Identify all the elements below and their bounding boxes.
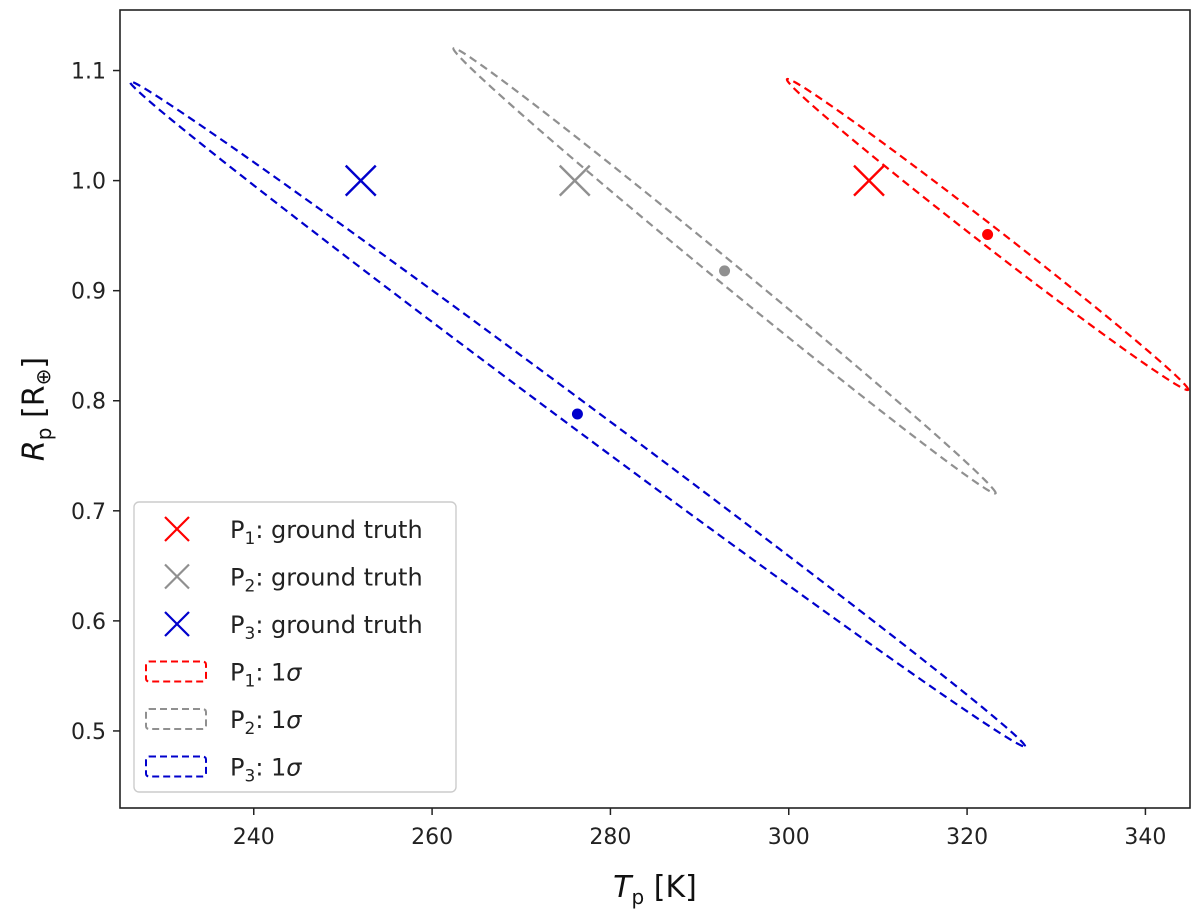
y-tick-label: 1.0: [71, 170, 106, 195]
x-tick-label: 300: [768, 825, 810, 850]
legend-label-text: : 1: [255, 754, 286, 782]
x-tick-label: 280: [589, 825, 631, 850]
axes: 240 260 280 300 320 340 0.5 0.6 0.7 0.8 0.9 1.0 1.1 T…: [17, 9, 1191, 909]
legend-label-main: P: [230, 754, 244, 782]
legend-label-main: P: [230, 564, 244, 592]
ground-truth-marker-p1: [853, 164, 885, 197]
legend-item-p3-marker: P3: ground truth: [164, 611, 423, 644]
legend-item-p2-marker: P2: ground truth: [164, 563, 423, 597]
legend-label-main: P: [230, 706, 244, 734]
x-tick-label: 260: [411, 825, 453, 850]
plot-area: [128, 47, 1190, 748]
y-axis-label-unit-close: ]: [17, 357, 52, 369]
ground-truth-stroke-b: [853, 164, 885, 197]
y-axis-label-symbol: R: [17, 440, 52, 461]
legend-marker-stroke-b: [164, 516, 190, 542]
legend-label-sigma: σ: [286, 754, 302, 782]
legend-item-p3-ellipse: P3: 1σ: [145, 754, 302, 787]
ground-truth-marker-p2: [558, 164, 591, 197]
legend-label-text: : 1: [255, 706, 286, 734]
y-tick-label: 0.8: [71, 390, 106, 415]
legend-label-text: : ground truth: [255, 516, 422, 544]
x-axis-label: Tp [K]: [613, 870, 697, 909]
legend-label-main: P: [230, 659, 244, 687]
y-tick-label: 0.9: [71, 280, 106, 305]
legend-marker-stroke-b: [164, 563, 190, 590]
ellipse-p1: [785, 77, 1190, 392]
y-axis-label: Rp [R⊕]: [17, 357, 56, 461]
legend-marker-stroke-b: [164, 611, 190, 637]
legend-item-p2-ellipse: P2: 1σ: [145, 706, 302, 739]
legend-label: P3: ground truth: [230, 611, 423, 644]
x-tick-label: 240: [233, 825, 275, 850]
y-axis-label-unit-subscript: ⊕: [31, 369, 55, 386]
ground-truth-marker-p3: [344, 164, 377, 197]
ellipse-p3: [128, 80, 1027, 748]
y-tick-label: 1.1: [71, 60, 106, 85]
legend-ellipse-swatch: [145, 660, 207, 683]
y-tick-label: 0.6: [71, 610, 106, 635]
legend-label-sigma: σ: [286, 706, 302, 734]
y-axis-label-unit: [R: [17, 385, 52, 427]
legend-label-text: : ground truth: [255, 564, 422, 592]
ground-truth-stroke-b: [558, 164, 591, 197]
ellipse-p2: [452, 47, 997, 495]
legend-label-text: : 1: [255, 659, 286, 687]
x-tick-label: 320: [946, 825, 988, 850]
y-tick-label: 0.7: [71, 500, 106, 525]
legend-box: [133, 501, 457, 793]
ground-truth-stroke-b: [344, 164, 377, 197]
x-tick-label: 340: [1124, 825, 1166, 850]
legend-label-subscript: 1: [244, 672, 255, 692]
y-tick-label: 0.5: [71, 720, 106, 745]
legend-ellipse-swatch: [145, 708, 207, 730]
legend-label: P2: 1σ: [230, 706, 302, 739]
legend-item-p1-ellipse: P1: 1σ: [145, 659, 302, 692]
estimate-point-p3: [571, 408, 583, 420]
x-axis-label-symbol: T: [613, 870, 634, 905]
legend-label-main: P: [230, 516, 244, 544]
legend-label-sigma: σ: [286, 659, 302, 687]
legend-label: P1: ground truth: [230, 516, 423, 549]
estimate-point-p2: [719, 265, 731, 277]
estimate-point-p1: [982, 229, 994, 241]
legend-label-main: P: [230, 611, 244, 639]
legend-label: P2: ground truth: [230, 564, 423, 597]
legend-label-subscript: 3: [244, 624, 255, 644]
legend-label-text: : ground truth: [255, 611, 422, 639]
y-axis-label-subscript: p: [32, 428, 56, 441]
legend-label: P3: 1σ: [230, 754, 302, 787]
x-axis-label-subscript: p: [632, 885, 645, 909]
legend-label-subscript: 3: [244, 767, 255, 787]
legend-item-p1-marker: P1: ground truth: [164, 516, 423, 549]
plot-frame: [119, 9, 1191, 809]
legend-label-subscript: 2: [244, 577, 255, 597]
legend-label-subscript: 2: [244, 719, 255, 739]
legend-ellipse-swatch: [145, 755, 207, 778]
x-axis-label-unit: [K]: [644, 870, 697, 905]
legend-label: P1: 1σ: [230, 659, 302, 692]
legend-label-subscript: 1: [244, 529, 255, 549]
